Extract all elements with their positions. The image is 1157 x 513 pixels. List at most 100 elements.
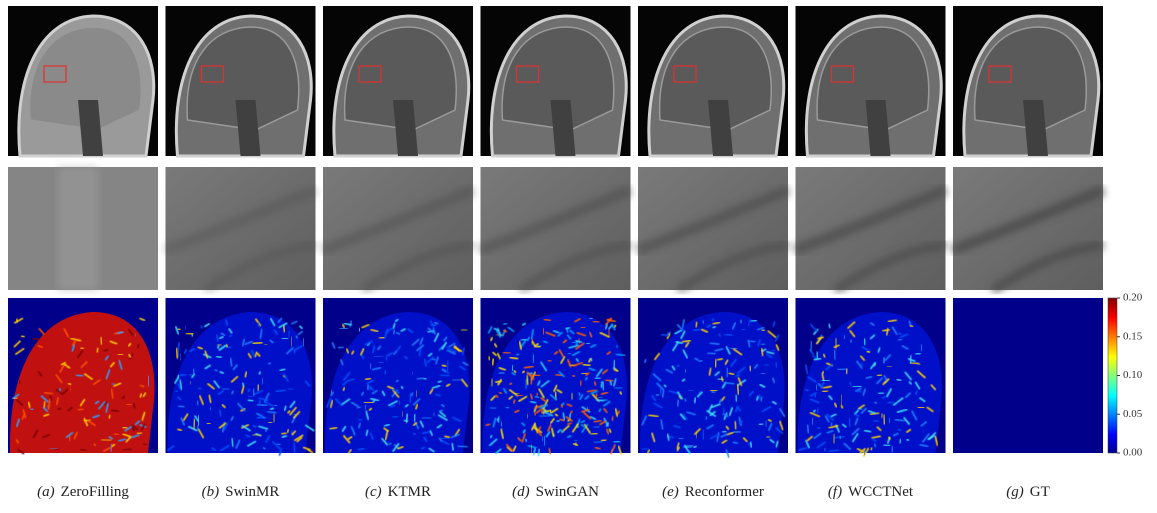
error-speckle xyxy=(252,435,261,436)
error-speckle xyxy=(253,389,254,396)
error-speckle xyxy=(207,423,211,424)
error-speckle xyxy=(576,442,577,445)
error-speckle xyxy=(900,439,901,443)
error-speckle xyxy=(764,365,769,366)
error-speckle xyxy=(736,395,737,402)
error-speckle xyxy=(864,339,865,346)
error-speckle xyxy=(33,338,40,339)
error-speckle xyxy=(489,356,490,360)
error-speckle xyxy=(19,380,20,384)
error-speckle xyxy=(817,428,820,429)
error-speckle xyxy=(853,386,862,387)
error-speckle xyxy=(715,359,716,367)
panel-column xyxy=(166,6,316,456)
error-speckle xyxy=(683,447,691,448)
colorbar-tick-label: 0.15 xyxy=(1123,330,1143,342)
error-speckle xyxy=(580,381,581,386)
error-speckle xyxy=(533,354,534,363)
caption: (b) SwinMR xyxy=(202,484,280,500)
panel-column xyxy=(953,6,1103,453)
caption-name: ZeroFilling xyxy=(61,484,130,500)
error-speckle xyxy=(856,391,862,392)
caption: (f)WCCTNet xyxy=(828,484,914,500)
error-speckle xyxy=(703,430,704,440)
error-speckle xyxy=(910,363,920,364)
error-speckle xyxy=(614,360,615,370)
error-map xyxy=(953,298,1103,453)
error-speckle xyxy=(887,402,893,403)
error-speckle xyxy=(123,427,128,428)
error-speckle xyxy=(846,368,847,373)
error-speckle xyxy=(30,409,33,410)
error-speckle xyxy=(861,363,862,368)
error-speckle xyxy=(579,392,580,395)
caption-name: KTMR xyxy=(388,484,431,500)
error-speckle xyxy=(761,344,765,345)
error-speckle xyxy=(660,389,661,395)
colorbar xyxy=(1108,298,1117,453)
error-speckle xyxy=(358,419,362,420)
error-speckle xyxy=(849,418,850,427)
figure: (a)ZeroFilling(b)SwinMR(c)KTMR(d)SwinGAN… xyxy=(0,0,1157,513)
error-speckle xyxy=(194,419,195,429)
error-speckle xyxy=(735,421,736,429)
error-speckle xyxy=(840,436,841,439)
error-speckle xyxy=(822,391,828,392)
error-speckle xyxy=(339,328,348,329)
caption: (a) ZeroFilling xyxy=(37,484,129,500)
colorbar-tick-label: 0.10 xyxy=(1123,369,1143,381)
error-speckle xyxy=(877,375,882,376)
error-speckle xyxy=(557,420,560,421)
error-speckle xyxy=(458,446,468,447)
error-speckle xyxy=(807,425,808,434)
error-speckle xyxy=(595,378,601,379)
error-speckle xyxy=(143,444,147,445)
caption-name: WCCTNet xyxy=(848,484,914,500)
error-speckle xyxy=(601,440,606,441)
caption-letter: (b) xyxy=(202,484,220,500)
caption-letter: (g) xyxy=(1006,484,1024,500)
error-speckle xyxy=(274,405,277,406)
error-speckle xyxy=(539,416,549,417)
error-speckle xyxy=(252,343,262,344)
error-speckle xyxy=(837,369,846,370)
error-speckle xyxy=(699,360,703,361)
error-speckle xyxy=(521,339,528,340)
error-speckle xyxy=(276,444,280,445)
error-speckle xyxy=(776,362,777,368)
error-speckle xyxy=(677,400,678,407)
error-speckle xyxy=(910,326,913,327)
zoom-structure xyxy=(58,167,98,290)
error-speckle xyxy=(544,436,545,446)
caption-letter: (e) xyxy=(662,484,679,500)
error-speckle xyxy=(537,393,538,396)
panel-column xyxy=(796,6,946,457)
caption-name: Reconformer xyxy=(685,484,764,500)
error-speckle xyxy=(759,424,763,425)
error-speckle xyxy=(906,439,909,440)
error-speckle xyxy=(189,374,192,375)
caption: (g) GT xyxy=(1006,484,1050,500)
caption-name: GT xyxy=(1030,484,1050,500)
error-speckle xyxy=(594,442,603,443)
error-speckle xyxy=(822,380,830,381)
caption-name: SwinMR xyxy=(225,484,279,500)
error-speckle xyxy=(193,369,194,374)
error-speckle xyxy=(101,440,111,441)
error-speckle xyxy=(109,415,110,419)
error-speckle xyxy=(601,382,602,388)
error-speckle xyxy=(137,433,142,434)
error-speckle xyxy=(535,412,536,415)
error-speckle xyxy=(503,353,511,354)
panel-column xyxy=(481,6,631,456)
error-speckle xyxy=(831,423,832,426)
error-speckle xyxy=(506,407,509,408)
error-speckle xyxy=(258,385,259,391)
error-speckle xyxy=(878,393,884,394)
panel-column xyxy=(323,6,473,453)
caption-letter: (a) xyxy=(37,484,55,500)
error-speckle xyxy=(114,434,119,435)
error-speckle xyxy=(750,321,757,322)
error-speckle xyxy=(722,431,726,432)
error-speckle xyxy=(178,375,179,378)
